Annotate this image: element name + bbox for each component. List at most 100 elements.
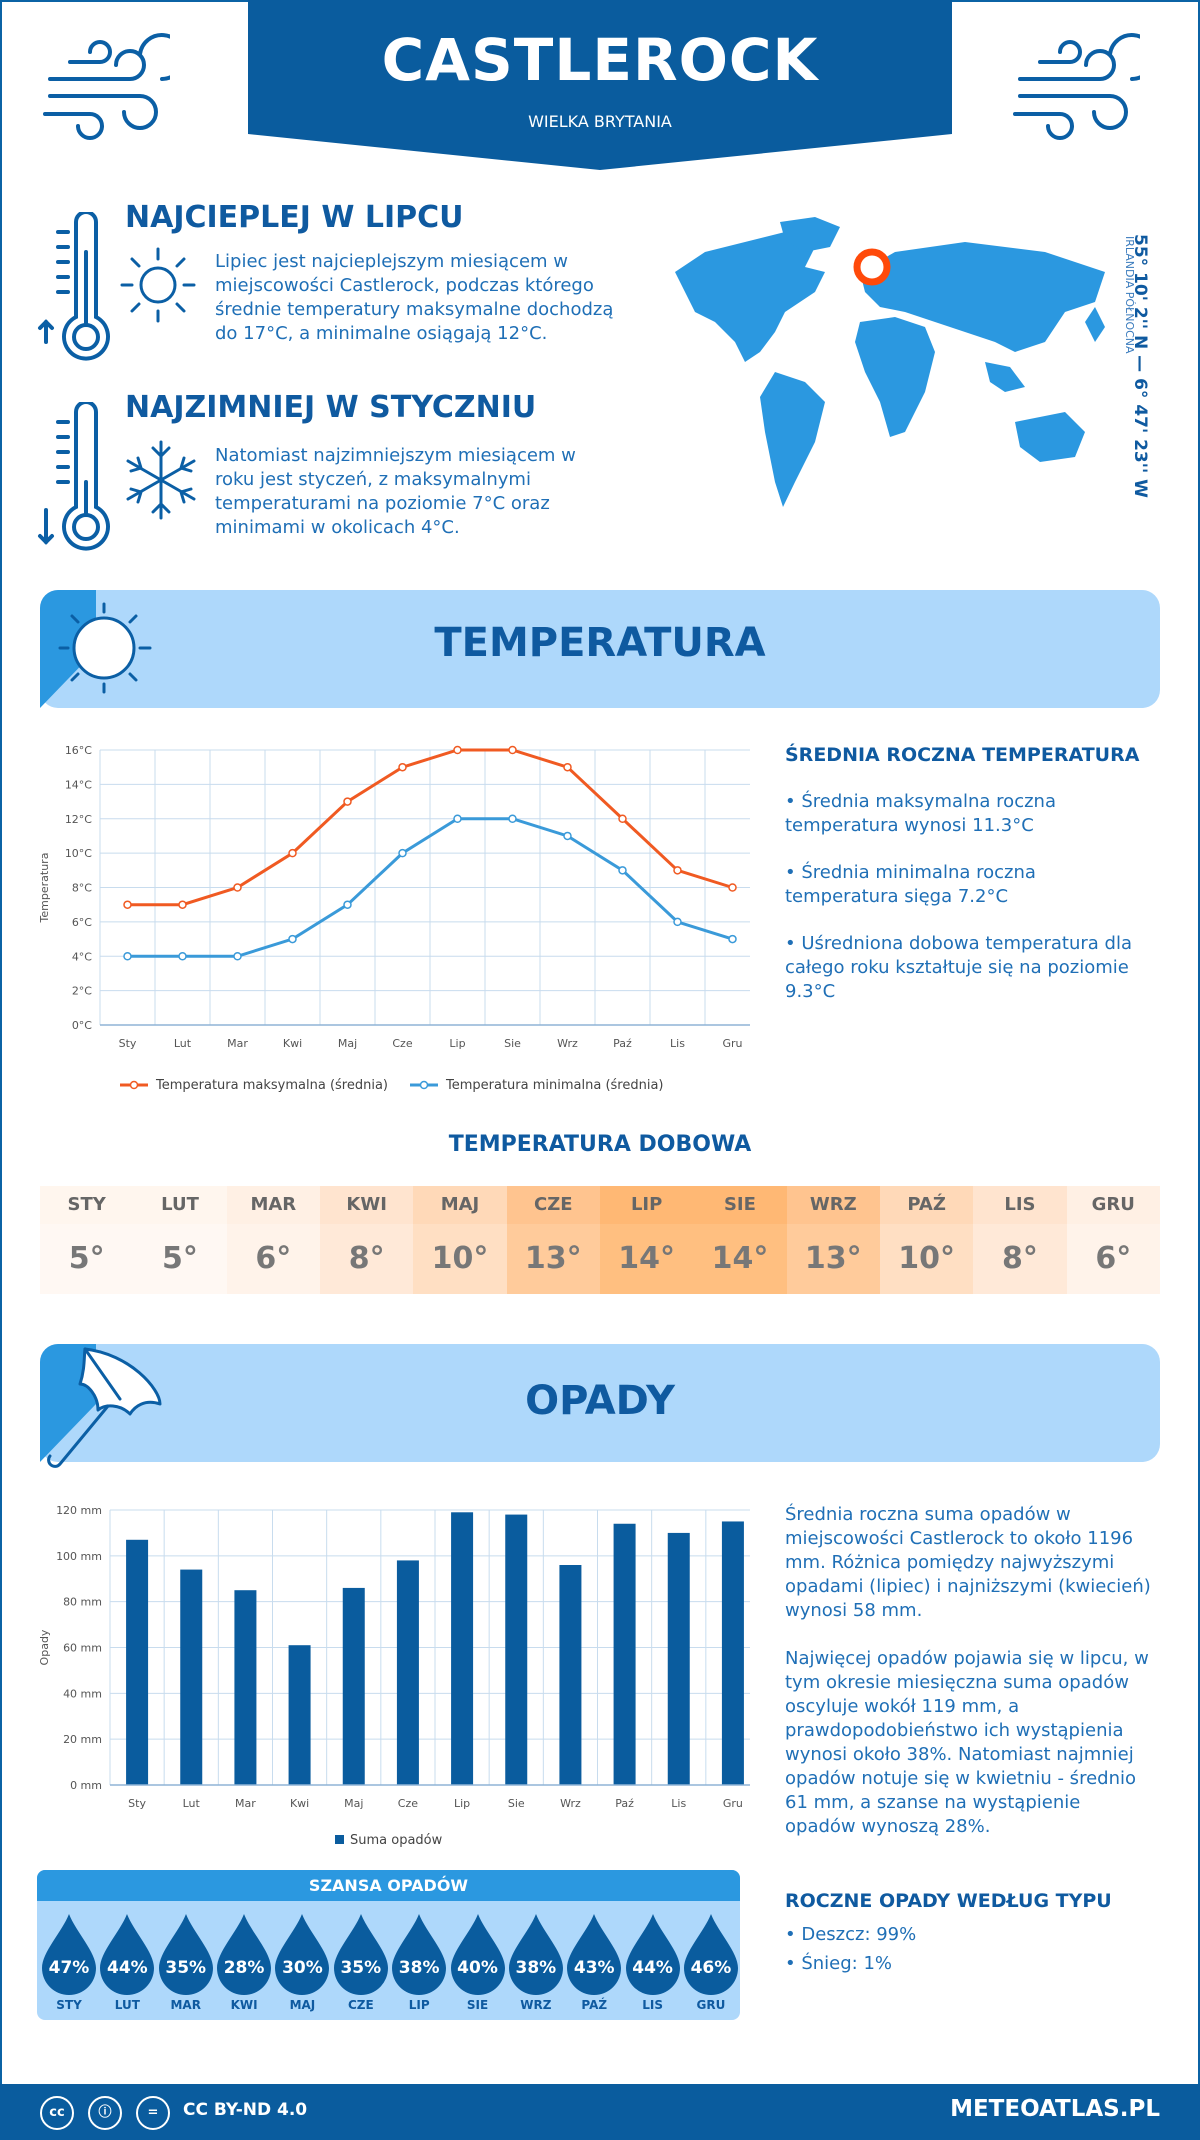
chance-title: SZANSA OPADÓW [37, 1870, 740, 1901]
x-tick-label: Paź [615, 1797, 634, 1810]
daily-temp-month: PAŹ [879, 1186, 974, 1224]
x-tick-label: Lis [670, 1037, 685, 1050]
world-map [675, 217, 1105, 507]
y-tick-label: 120 mm [56, 1504, 102, 1517]
data-point [563, 831, 572, 841]
daily-temp-value: 13° [786, 1224, 880, 1294]
temp-bullet-min: • Średnia minimalna roczna temperatura s… [785, 862, 1036, 907]
bar [342, 1587, 365, 1785]
series-line [127, 817, 733, 958]
chance-value: 35% [340, 1958, 382, 1978]
page-subtitle: WIELKA BRYTANIA [528, 112, 672, 131]
daily-temp-value: 6° [1066, 1224, 1160, 1294]
temperature-chart: 0°C 2°C 4°C 6°C 8°C 10°C 12°C 14°C 16°C Sty Lut Mar… [38, 744, 750, 1093]
raindrop-icon [567, 1914, 622, 1995]
chance-value: 38% [398, 1958, 440, 1978]
license-label: CC BY-ND 4.0 [183, 2100, 308, 2120]
y-tick-label: 12°C [65, 813, 92, 826]
daily-temp-cell: SIE 14° [693, 1186, 787, 1294]
daily-temp-value: 14° [599, 1224, 694, 1294]
snowflake-icon [126, 440, 196, 520]
daily-temp-value: 13° [506, 1224, 600, 1294]
chance-item: 35% MAR [157, 1912, 215, 2016]
bar [288, 1645, 311, 1785]
x-tick-label: Gru [723, 1797, 743, 1810]
daily-temp-month: MAJ [413, 1186, 507, 1224]
location-marker [853, 248, 891, 286]
x-tick-label: Mar [235, 1797, 256, 1810]
footer [0, 2084, 1200, 2140]
chance-month: MAJ [289, 1998, 316, 2012]
daily-temp-value: 8° [973, 1224, 1067, 1294]
x-tick-label: Sty [128, 1797, 146, 1810]
bar [613, 1523, 636, 1785]
page-title: CASTLEROCK [381, 26, 819, 94]
sun-icon [120, 247, 196, 323]
chance-month: WRZ [520, 1998, 552, 2012]
chance-month: GRU [696, 1998, 726, 2012]
series-line [127, 748, 733, 907]
precip-type-snow: • Śnieg: 1% [785, 1953, 893, 1974]
data-point [123, 900, 132, 909]
coldest-title: NAJZIMNIEJ W STYCZNIU [125, 390, 537, 425]
no-derivatives-icon: = [136, 2096, 170, 2130]
data-point [618, 814, 627, 823]
daily-temp-cell: WRZ 13° [786, 1186, 880, 1294]
chance-item: 38% WRZ [507, 1912, 565, 2016]
x-tick-label: Gru [722, 1037, 742, 1050]
x-tick-label: Paź [613, 1037, 632, 1050]
y-tick-label: 80 mm [63, 1596, 102, 1609]
y-tick-label: 60 mm [63, 1642, 102, 1655]
chance-month: MAR [170, 1998, 201, 2012]
x-tick-label: Cze [392, 1037, 412, 1050]
data-point [453, 745, 462, 755]
chance-month: LIP [408, 1998, 430, 2012]
chance-item: 44% LUT [98, 1912, 156, 2016]
brand-link[interactable]: METEOATLAS.PL [950, 2096, 1160, 2122]
legend-marker [419, 1080, 429, 1090]
chance-value: 46% [690, 1958, 732, 1978]
y-axis-label: Opady [38, 1629, 51, 1665]
daily-temp-value: 8° [319, 1224, 414, 1294]
precip-chart: 0 mm 20 mm 40 mm 60 mm 80 mm 100 mm 120 mm Sty L… [38, 1504, 750, 1848]
chance-month: KWI [230, 1998, 258, 2012]
y-tick-label: 0 mm [70, 1779, 102, 1792]
chance-value: 38% [515, 1958, 557, 1978]
raindrop-icon [158, 1914, 213, 1995]
data-point [728, 883, 737, 892]
chance-value: 43% [573, 1958, 615, 1978]
wind-icon [43, 33, 170, 140]
chance-value: 47% [48, 1958, 90, 1978]
temperature-banner [40, 590, 1160, 708]
header-box [248, 0, 952, 134]
data-point [728, 934, 737, 944]
chance-value: 35% [165, 1958, 207, 1978]
chance-value: 44% [107, 1958, 148, 1978]
sun-badge-icon [40, 590, 152, 708]
daily-temp-month: SIE [693, 1186, 787, 1224]
raindrop-icon [275, 1914, 330, 1995]
data-point [343, 797, 352, 806]
x-tick-label: Lis [671, 1797, 686, 1810]
daily-temp-value: 10° [879, 1224, 974, 1294]
daily-temp-cell: STY 5° [40, 1186, 134, 1294]
coldest-text: Natomiast najzimniejszym miesiącem w rok… [215, 445, 576, 538]
legend-label: Temperatura maksymalna (średnia) [155, 1078, 388, 1093]
chance-item: 30% MAJ [273, 1912, 331, 2016]
daily-temp-month: KWI [319, 1186, 414, 1224]
chance-month: LUT [114, 1998, 140, 2012]
precip-title: OPADY [525, 1378, 675, 1424]
x-tick-label: Lut [183, 1797, 201, 1810]
daily-temp-value: 5° [40, 1224, 134, 1294]
data-point [673, 917, 682, 927]
daily-temp-month: CZE [506, 1186, 600, 1224]
chance-value: 28% [223, 1958, 265, 1978]
raindrop-icon [683, 1914, 738, 1995]
chance-month: PAŹ [581, 1998, 608, 2012]
header-notch [248, 134, 952, 170]
y-tick-label: 10°C [65, 847, 92, 860]
data-point [563, 762, 572, 772]
daily-temp-cell: MAR 6° [226, 1186, 320, 1294]
chance-item: 28% KWI [215, 1912, 273, 2016]
data-point [123, 952, 132, 961]
